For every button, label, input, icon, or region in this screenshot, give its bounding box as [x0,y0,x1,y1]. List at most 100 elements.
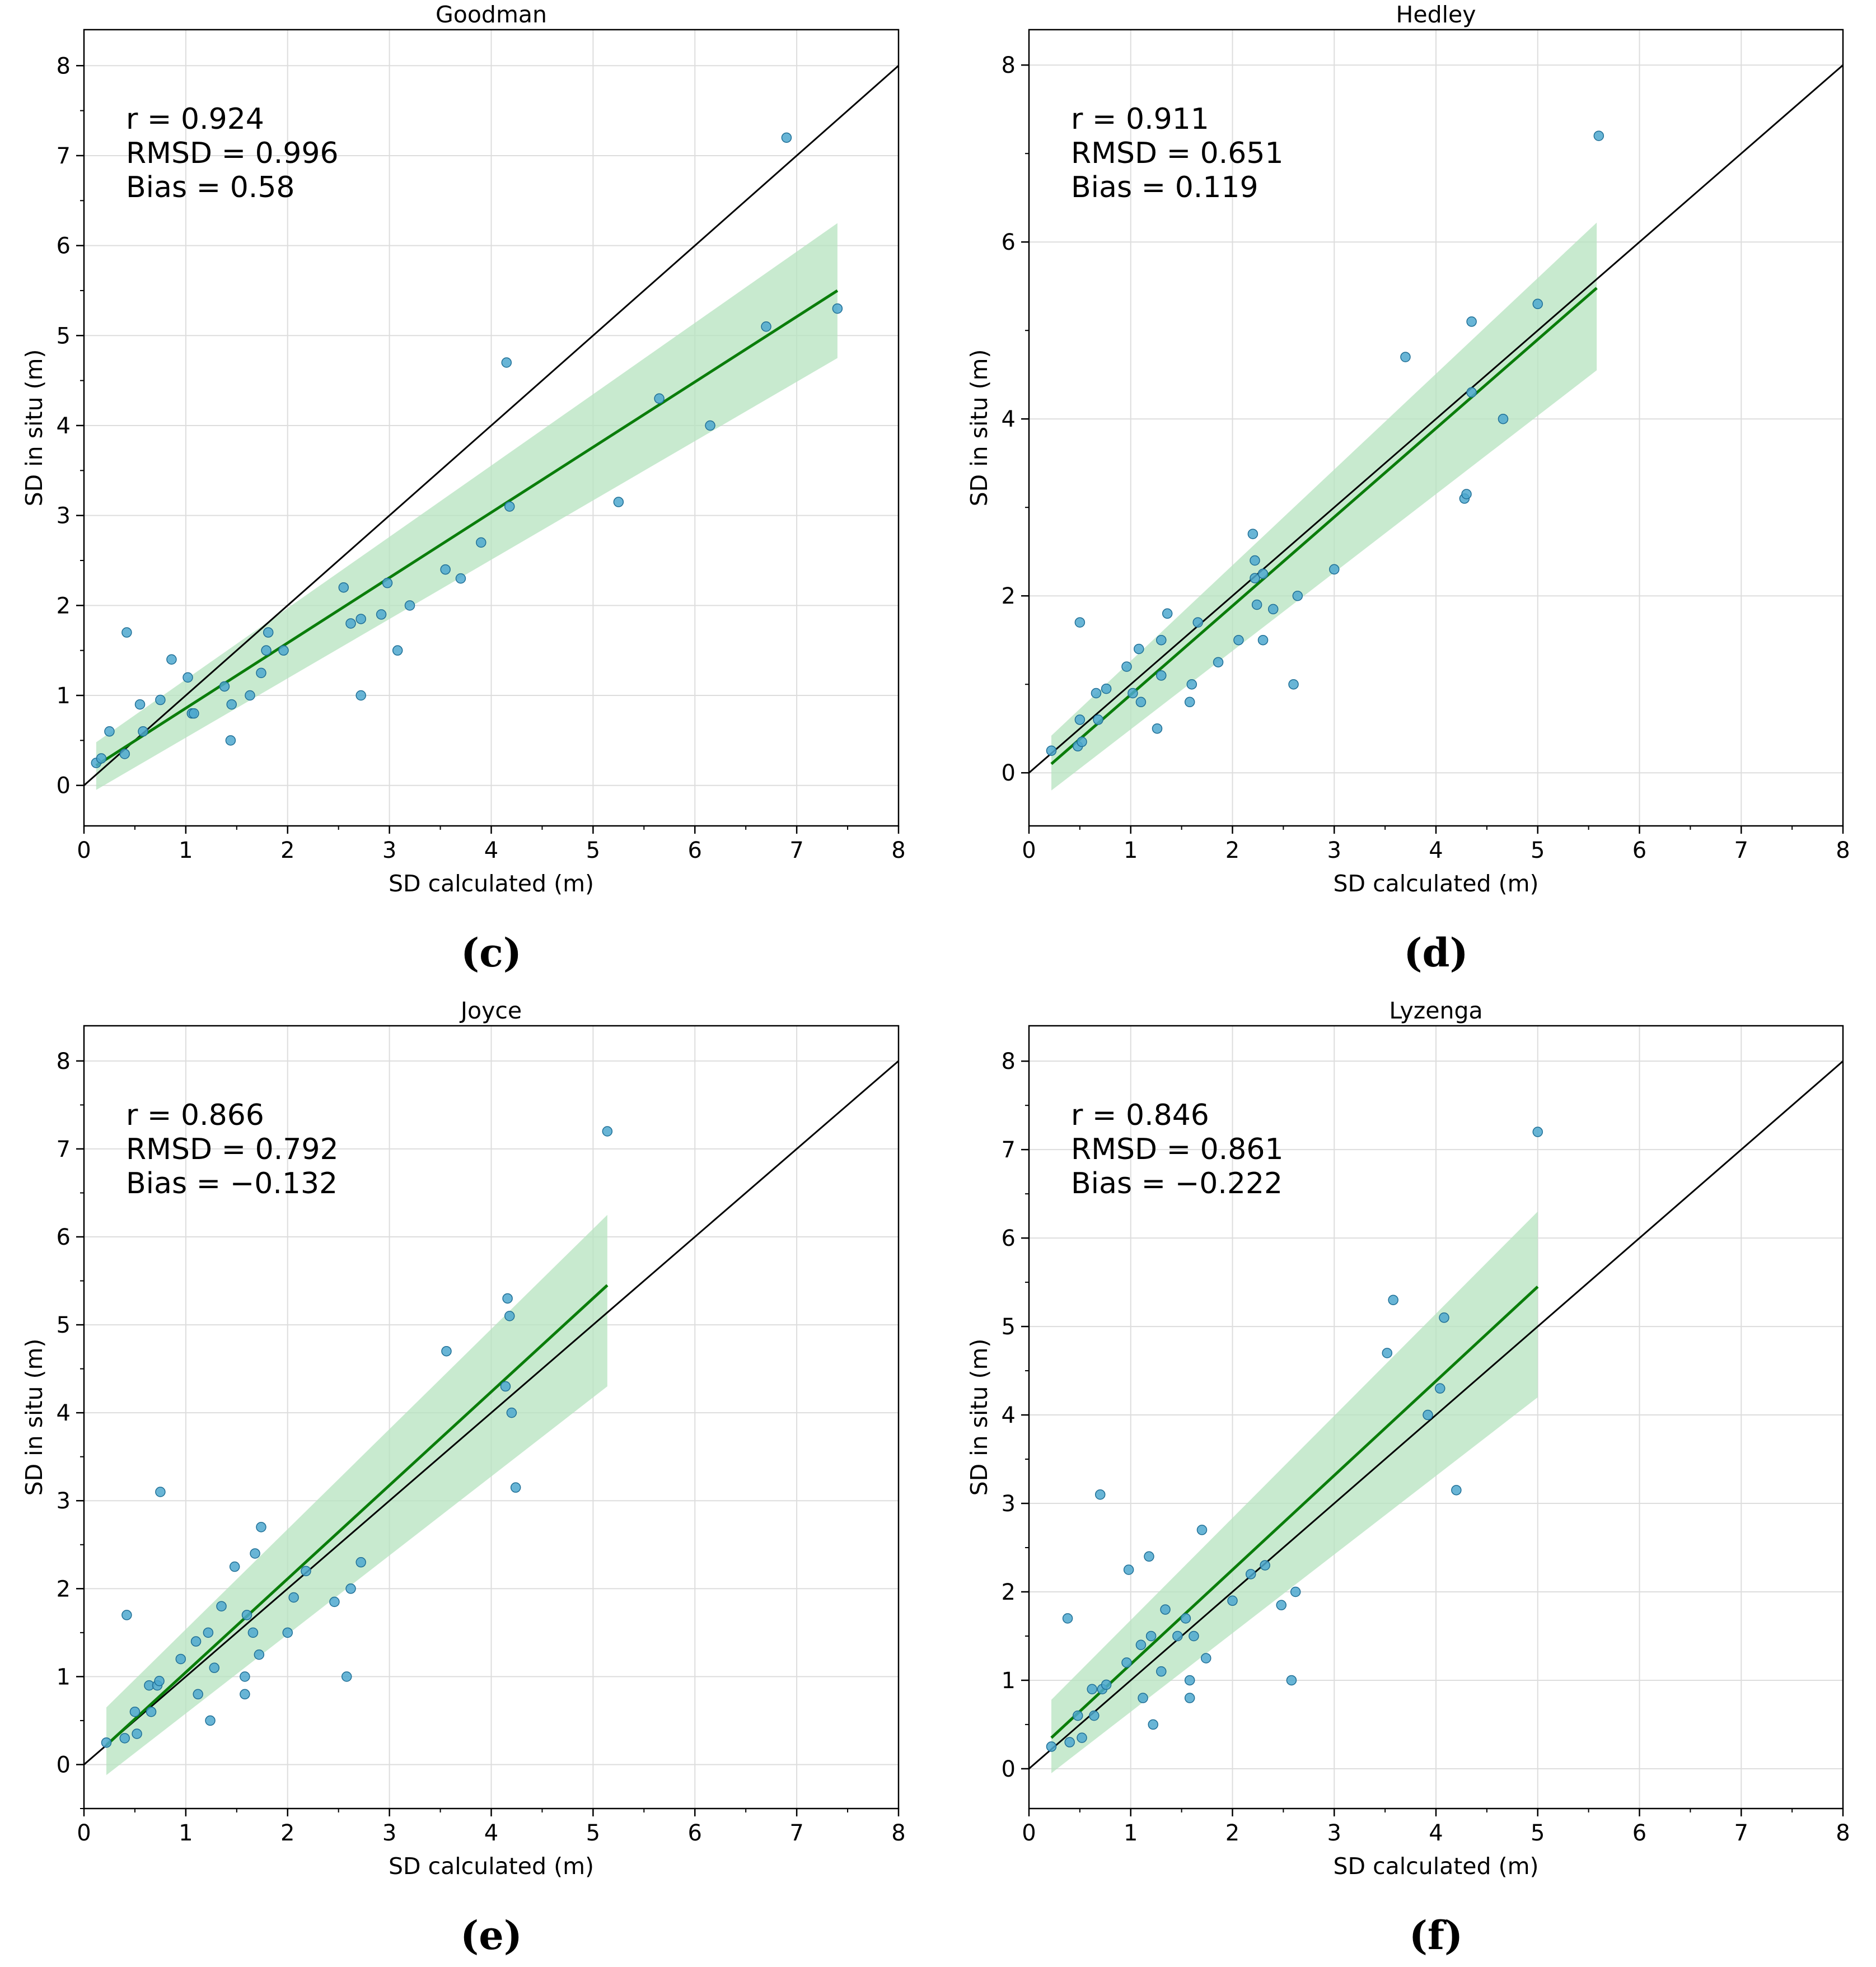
regression-line [105,1284,609,1746]
y-tick-label: 6 [57,1225,71,1250]
data-point [1451,1485,1462,1496]
data-point [832,303,843,314]
data-point [504,501,515,512]
data-point [1290,1586,1301,1597]
y-tick-label: 0 [57,1752,71,1778]
data-point [1251,599,1262,610]
x-axis-label: SD calculated (m) [1333,870,1538,897]
data-point [1046,1741,1057,1752]
data-point [193,1689,203,1700]
stats-annotation: r = 0.846 [1071,1099,1209,1132]
data-point [1276,1600,1286,1610]
y-tick-label: 0 [1002,760,1016,786]
y-tick-label: 0 [57,773,71,799]
data-point [1101,1679,1112,1690]
y-tick-label: 2 [57,1576,71,1602]
data-point [1089,1710,1100,1721]
data-point [345,1583,356,1594]
data-point [1233,634,1244,646]
stats-annotation: Bias = 0.119 [1071,171,1259,204]
data-point [146,1706,157,1717]
data-point [1077,736,1087,747]
data-point [1227,1595,1238,1606]
data-point [1329,564,1340,575]
data-point [1062,1613,1073,1624]
data-point [1135,697,1147,708]
data-point [1400,352,1411,362]
data-point [1189,1630,1199,1642]
y-tick-label: 3 [1002,1491,1016,1517]
x-tick-label: 5 [1531,1820,1545,1846]
data-point [1184,697,1195,708]
data-point [1156,634,1167,646]
x-tick-label: 3 [382,838,396,863]
data-point [1286,1675,1297,1686]
stats-annotation: r = 0.911 [1071,102,1209,136]
x-tick-label: 8 [891,838,905,863]
data-point [189,708,199,719]
confidence-band [1051,1211,1538,1773]
data-point [1292,590,1303,601]
stats-annotation: RMSD = 0.792 [126,1133,339,1166]
x-tick-label: 3 [382,1820,396,1846]
data-point [441,1345,452,1357]
data-point [1121,661,1132,672]
chart-title: Lyzenga [1389,997,1482,1024]
data-point [175,1653,186,1665]
regression-line [1050,1286,1539,1739]
y-axis-label: SD in situ (m) [21,1339,48,1496]
data-point [1245,1569,1256,1580]
y-tick-label: 4 [1002,407,1016,432]
x-tick-label: 0 [1022,1820,1036,1846]
data-point [247,1627,259,1638]
plot-area [84,1060,899,1776]
y-tick-label: 2 [1002,583,1016,609]
data-point [1180,1613,1191,1624]
data-point [504,1311,515,1321]
data-point [476,537,486,548]
chart-title: Hedley [1396,1,1476,28]
data-point [225,735,236,746]
data-point [209,1662,220,1673]
identity-line [84,1060,899,1765]
x-tick-label: 1 [179,1820,193,1846]
data-point [500,1381,511,1392]
x-tick-label: 7 [1734,838,1748,863]
x-tick-label: 6 [688,1820,702,1846]
stats-annotation: r = 0.924 [126,102,264,136]
data-point [1148,1719,1158,1730]
scatter-panel-joyce: 0 1 2 3 4 5 6 7 8 0 1 2 3 4 5 6 7 8 Joyce SD calculated (m)… [21,997,906,1959]
data-point [1461,489,1472,499]
data-point [1466,316,1477,327]
data-point [1184,1675,1195,1686]
y-tick-label: 2 [1002,1580,1016,1605]
x-tick-label: 1 [179,838,193,863]
data-point [1074,714,1086,725]
data-point [1091,688,1102,699]
data-point [1200,1653,1211,1664]
data-point [1593,130,1604,141]
x-tick-label: 0 [1022,838,1036,863]
stats-annotation: Bias = −0.222 [1071,1167,1283,1200]
data-point [1160,1604,1171,1615]
data-point [355,690,366,701]
x-tick-label: 6 [688,838,702,863]
x-axis-label: SD calculated (m) [389,870,594,897]
data-point [1156,1666,1167,1677]
x-tick-label: 3 [1327,1820,1341,1846]
x-tick-label: 5 [1531,838,1545,863]
panel-label: (f) [1409,1912,1463,1959]
x-tick-label: 1 [1124,838,1138,863]
scatter-panel-lyzenga: 0 1 2 3 4 5 6 7 8 0 1 2 3 4 5 6 7 8 Lyzenga SD calculated (… [966,997,1850,1959]
scatter-panel-goodman: 0 1 2 3 4 5 6 7 8 0 1 2 3 4 5 6 7 8 Goodman SD calculated (… [21,1,906,976]
data-point [261,645,272,656]
y-tick-label: 3 [57,503,71,529]
data-point [288,1592,299,1603]
data-point [254,1649,265,1660]
data-point [502,1293,513,1304]
y-tick-label: 5 [57,323,71,349]
data-point [1162,608,1173,619]
data-point [440,564,451,575]
data-point [1094,1489,1106,1500]
